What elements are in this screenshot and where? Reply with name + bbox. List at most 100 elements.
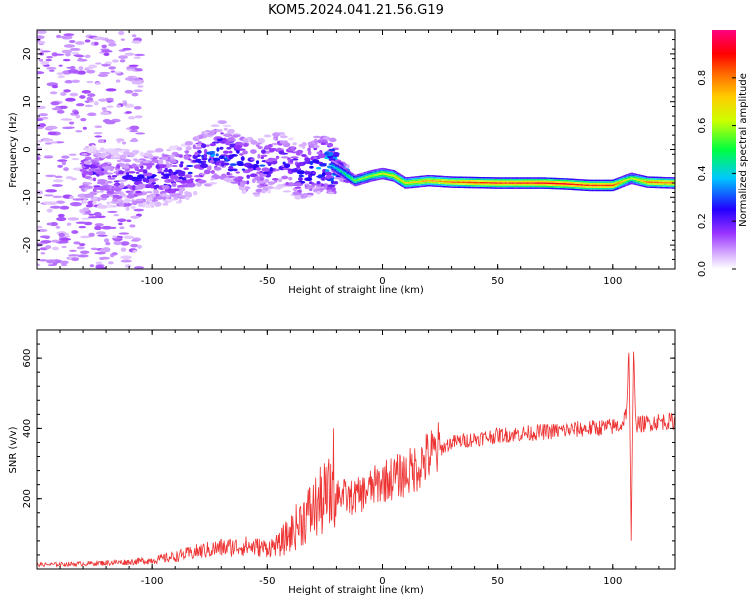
spectrogram-cell (638, 176, 642, 178)
spectrogram-cell (622, 178, 625, 181)
spectrogram-cell (444, 186, 447, 188)
spectrogram-cell (431, 175, 435, 177)
spectrogram-cell (255, 144, 260, 147)
spectrogram-cell (344, 178, 348, 181)
spectrogram-cell (571, 183, 574, 186)
spectrogram-cell (96, 204, 109, 209)
spectrogram-cell (634, 183, 638, 186)
spectrogram-cell (401, 180, 404, 182)
spectrogram-cell (650, 183, 653, 185)
spectrogram-cell (175, 201, 182, 204)
spectrogram-cell (533, 182, 537, 184)
spectrogram-cell (492, 180, 495, 183)
spectrogram-cell (101, 225, 113, 230)
spectrogram-cell (488, 180, 491, 182)
spectrogram-cell (409, 183, 412, 185)
spectrogram-cell (97, 73, 109, 77)
spectrogram-cell (430, 178, 433, 180)
spectrogram-cell (343, 167, 346, 170)
spectrogram-cell (673, 187, 675, 189)
spectrogram-cell (80, 117, 87, 122)
spectrogram-cell (567, 185, 570, 187)
spectrogram-cell (94, 169, 103, 174)
spectrogram-cell (333, 163, 336, 165)
spectrogram-cell (571, 180, 574, 182)
spectrogram-cell (269, 167, 274, 172)
spectrogram-cell (561, 188, 565, 190)
colorbar-tick-label: 0.4 (697, 165, 708, 181)
spectrogram-cell (451, 181, 454, 183)
spectrogram-cell (366, 172, 370, 175)
spectrogram-cell (413, 186, 417, 188)
spectrogram-cell (51, 239, 60, 243)
spectrogram-cell (438, 177, 442, 179)
spectrogram-cell (419, 177, 422, 179)
spectrogram-cell (504, 182, 508, 184)
spectrogram-cell (510, 184, 513, 186)
spectrogram-cell (363, 178, 367, 181)
spectrogram-cell (197, 140, 202, 144)
spectrogram-cell (358, 173, 361, 175)
spectrogram-cell (463, 179, 466, 182)
spectrogram-cell (58, 232, 65, 237)
spectrogram-cell (373, 174, 377, 176)
spectrogram-cell (550, 184, 553, 186)
spectrogram-cell (39, 235, 51, 239)
spectrogram-cell (558, 184, 562, 187)
spectrogram-cell (276, 184, 285, 189)
spectrogram-cell (522, 177, 526, 179)
spectrogram-cell (340, 170, 343, 173)
spectrogram-cell (344, 173, 348, 175)
spectrogram-cell (556, 187, 559, 190)
spectrogram-cell (115, 79, 121, 83)
spectrogram-cell (50, 141, 58, 144)
spectrogram-cell (616, 184, 620, 186)
spectrogram-cell (413, 179, 417, 182)
spectrogram-cell (168, 145, 177, 151)
spectrogram-cell (163, 169, 169, 173)
spectrogram-cell (71, 51, 80, 55)
spectrogram-cell (583, 179, 587, 181)
spectrogram-cell (137, 244, 142, 249)
spectrogram-cell (439, 180, 443, 183)
spectrogram-cell (539, 177, 542, 179)
y-tick-label: 600 (22, 349, 33, 368)
spectrogram-cell (668, 178, 671, 181)
spectrogram-cell (469, 186, 472, 189)
spectrogram-cell (395, 181, 399, 184)
spectrogram-cell (194, 146, 202, 150)
spectrogram-cell (85, 100, 90, 103)
spectrogram-cell (354, 176, 357, 178)
spectrogram-cell (427, 183, 430, 185)
spectrogram-cell (655, 180, 658, 182)
spectrogram-cell (528, 185, 531, 188)
spectrogram-cell (119, 193, 126, 197)
spectrogram-cell (370, 171, 374, 174)
spectrogram-cell (474, 181, 477, 184)
spectrogram-cell (491, 187, 494, 189)
spectrogram-cell (209, 150, 216, 154)
spectrogram-cell (668, 187, 671, 189)
spectrogram-cell (453, 184, 457, 187)
spectrogram-cell (604, 184, 607, 187)
spectrogram-cell (373, 179, 377, 181)
spectrogram-cell (412, 179, 415, 182)
spectrogram-cell (129, 224, 136, 228)
spectrogram-cell (426, 183, 429, 185)
spectrogram-cell (433, 175, 436, 177)
spectrogram-cell (228, 154, 233, 160)
spectrogram-cell (669, 177, 672, 179)
spectrogram-cell (434, 175, 437, 177)
spectrogram-cell (578, 187, 581, 189)
spectrogram-cell (361, 172, 364, 175)
spectrogram-cell (222, 137, 227, 142)
spectrogram-cell (116, 164, 121, 169)
spectrogram-cell (648, 183, 652, 185)
spectrogram-cell (485, 178, 488, 181)
spectrogram-cell (422, 185, 425, 187)
spectrogram-cell (424, 176, 428, 179)
spectrogram-cell (112, 197, 119, 202)
spectrogram-cell (65, 97, 76, 102)
spectrogram-cell (585, 187, 588, 190)
spectrogram-cell (638, 181, 642, 183)
